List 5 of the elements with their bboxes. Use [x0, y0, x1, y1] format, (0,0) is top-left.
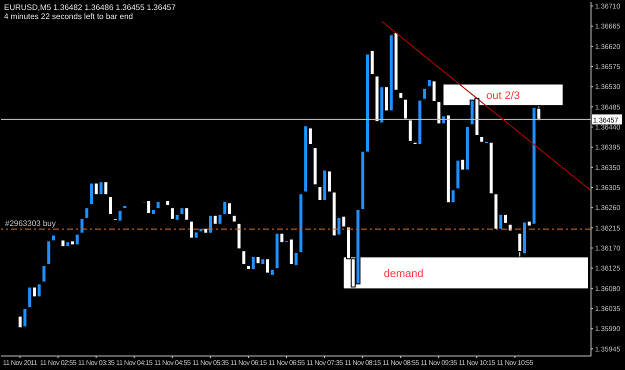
chart-title: EURUSD,M5 1.36482 1.36486 1.36455 1.36457: [4, 3, 176, 12]
band-label: out 2/3: [486, 90, 520, 102]
ref-line-label: #2963303 buy: [5, 219, 56, 228]
band-label: demand: [384, 268, 424, 280]
text: 4 minutes 22 seconds left to bar end: [4, 12, 134, 21]
